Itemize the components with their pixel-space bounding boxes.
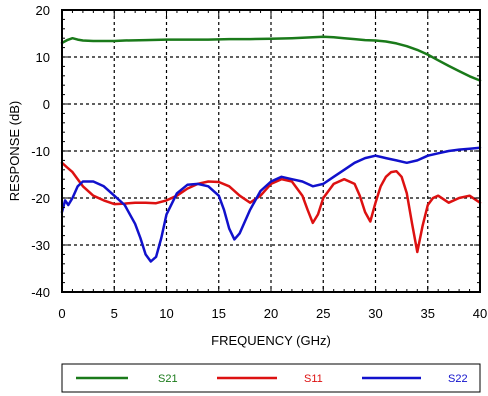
grid-layer xyxy=(62,10,480,292)
x-tick-label: 0 xyxy=(58,306,65,321)
y-tick-label: 10 xyxy=(36,50,50,65)
legend: S21 S11 S22 xyxy=(76,373,468,385)
legend-label-s11: S11 xyxy=(304,373,323,385)
y-tick-label: -10 xyxy=(31,144,50,159)
legend-label-s22: S22 xyxy=(448,373,468,385)
y-tick-label: -40 xyxy=(31,285,50,300)
series-line-s11 xyxy=(60,161,482,254)
y-tick-label: -30 xyxy=(31,238,50,253)
series-line-s21 xyxy=(60,35,482,82)
x-tick-label: 40 xyxy=(473,306,487,321)
x-tick-label: 30 xyxy=(368,306,382,321)
x-tick-label: 15 xyxy=(212,306,226,321)
x-tick-label: 35 xyxy=(421,306,435,321)
legend-label-s21: S21 xyxy=(158,373,178,385)
y-tick-label: 0 xyxy=(43,97,50,112)
x-tick-label: 25 xyxy=(316,306,330,321)
x-tick-label: 5 xyxy=(111,306,118,321)
y-tick-label: 20 xyxy=(36,3,50,18)
x-tick-label: 10 xyxy=(159,306,173,321)
x-tick-label: 20 xyxy=(264,306,278,321)
x-axis-label: FREQUENCY (GHz) xyxy=(211,333,331,348)
series-layer xyxy=(60,35,482,263)
series-line-s22 xyxy=(60,146,482,263)
tick-layer: 0 5 10 15 20 25 30 35 40 -40 -30 -20 -10 0 10 20 xyxy=(31,3,487,321)
y-tick-label: -20 xyxy=(31,191,50,206)
y-axis-label: RESPONSE (dB) xyxy=(7,101,22,201)
